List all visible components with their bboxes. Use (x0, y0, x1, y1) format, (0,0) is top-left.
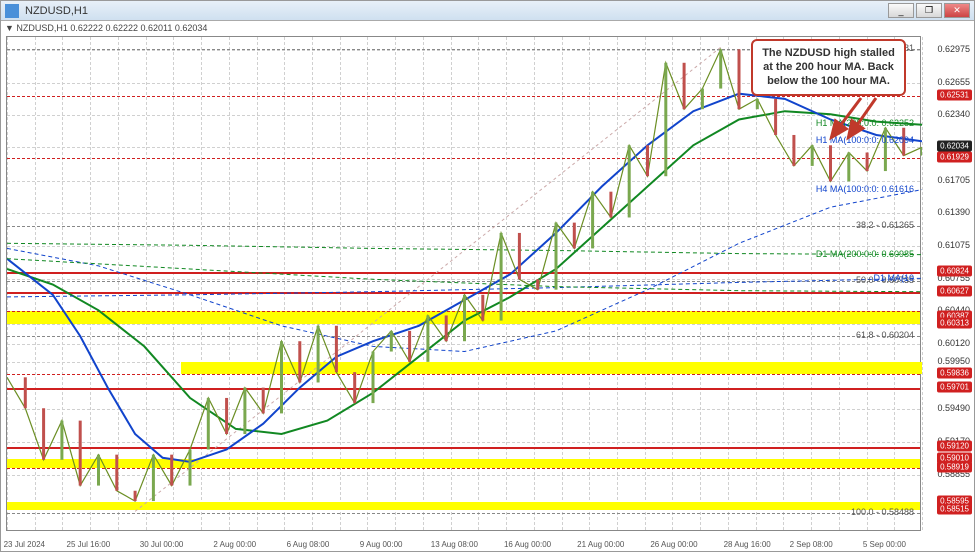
annotation-callout: The NZDUSD high stalled at the 200 hour … (751, 39, 906, 96)
price-level-box: 0.60627 (937, 286, 972, 297)
price-level-box: 0.61929 (937, 151, 972, 162)
x-tick-label: 5 Sep 00:00 (863, 540, 906, 549)
x-tick-label: 25 Jul 16:00 (67, 540, 111, 549)
price-line (7, 49, 922, 501)
y-tick-label: 0.61075 (937, 240, 970, 250)
app-icon (5, 4, 19, 18)
x-tick-label: 16 Aug 00:00 (504, 540, 551, 549)
ma-label: D1 MA(10 (873, 273, 914, 283)
x-tick-label: 28 Aug 16:00 (724, 540, 771, 549)
price-level-box: 0.58515 (937, 503, 972, 514)
price-level-box: 0.59701 (937, 381, 972, 392)
chart-area[interactable]: ▼ NZDUSD,H1 0.62222 0.62222 0.62011 0.62… (1, 21, 974, 551)
callout-arrow-2 (836, 96, 906, 151)
fib-label: 38.2 - 0.61265 (856, 220, 914, 230)
y-tick-label: 0.62975 (937, 44, 970, 54)
x-tick-label: 30 Jul 00:00 (140, 540, 184, 549)
x-tick-label: 2 Sep 08:00 (790, 540, 833, 549)
y-tick-label: 0.59490 (937, 403, 970, 413)
ohlc-info: ▼ NZDUSD,H1 0.62222 0.62222 0.62011 0.62… (5, 23, 207, 33)
x-tick-label: 6 Aug 08:00 (287, 540, 330, 549)
close-button[interactable]: ✕ (944, 3, 970, 18)
window-title: NZDUSD,H1 (25, 5, 888, 17)
price-level-box: 0.60313 (937, 318, 972, 329)
y-tick-label: 0.62340 (937, 109, 970, 119)
minimize-button[interactable]: _ (888, 3, 914, 18)
window-buttons: _ ❐ ✕ (888, 3, 970, 18)
price-level-box: 0.58919 (937, 462, 972, 473)
x-tick-label: 26 Aug 00:00 (650, 540, 697, 549)
y-tick-label: 0.62655 (937, 77, 970, 87)
price-level-box: 0.62034 (937, 140, 972, 151)
titlebar[interactable]: NZDUSD,H1 _ ❐ ✕ (1, 1, 974, 21)
ma-label: H4 MA(100:0:0: 0.61616 (816, 184, 914, 194)
callout-text: The NZDUSD high stalled at the 200 hour … (762, 47, 895, 87)
x-tick-label: 21 Aug 00:00 (577, 540, 624, 549)
ma-label: D1 MA(200:0:0: 0.60985 (816, 249, 914, 259)
ma-line (7, 259, 922, 292)
x-tick-label: 23 Jul 2024 (4, 540, 45, 549)
x-tick-label: 9 Aug 00:00 (360, 540, 403, 549)
chart-svg (7, 37, 922, 532)
y-tick-label: 0.59950 (937, 356, 970, 366)
y-tick-label: 0.61390 (937, 207, 970, 217)
price-level-box: 0.59120 (937, 441, 972, 452)
price-plot[interactable]: 0.0 - 0.6298138.2 - 0.6126550.0 - 0.6073… (6, 36, 921, 531)
chart-window: NZDUSD,H1 _ ❐ ✕ ▼ NZDUSD,H1 0.62222 0.62… (0, 0, 975, 552)
maximize-button[interactable]: ❐ (916, 3, 942, 18)
ma-line (7, 111, 922, 434)
fib-label: 61.8 - 0.60204 (856, 330, 914, 340)
y-axis: 0.585950.588550.591200.591700.594900.597… (922, 36, 974, 531)
y-tick-label: 0.60120 (937, 338, 970, 348)
y-tick-label: 0.61705 (937, 175, 970, 185)
x-tick-label: 2 Aug 00:00 (213, 540, 256, 549)
price-level-box: 0.62531 (937, 89, 972, 100)
fib-label: 100.0 - 0.58488 (851, 507, 914, 517)
ma-line (7, 94, 922, 462)
x-tick-label: 13 Aug 08:00 (431, 540, 478, 549)
ma-line (7, 243, 922, 254)
price-level-box: 0.60824 (937, 265, 972, 276)
price-level-box: 0.59836 (937, 367, 972, 378)
x-axis: 23 Jul 2024 25 Jul 16:00 30 Jul 00:00 2 Aug… (6, 533, 921, 549)
